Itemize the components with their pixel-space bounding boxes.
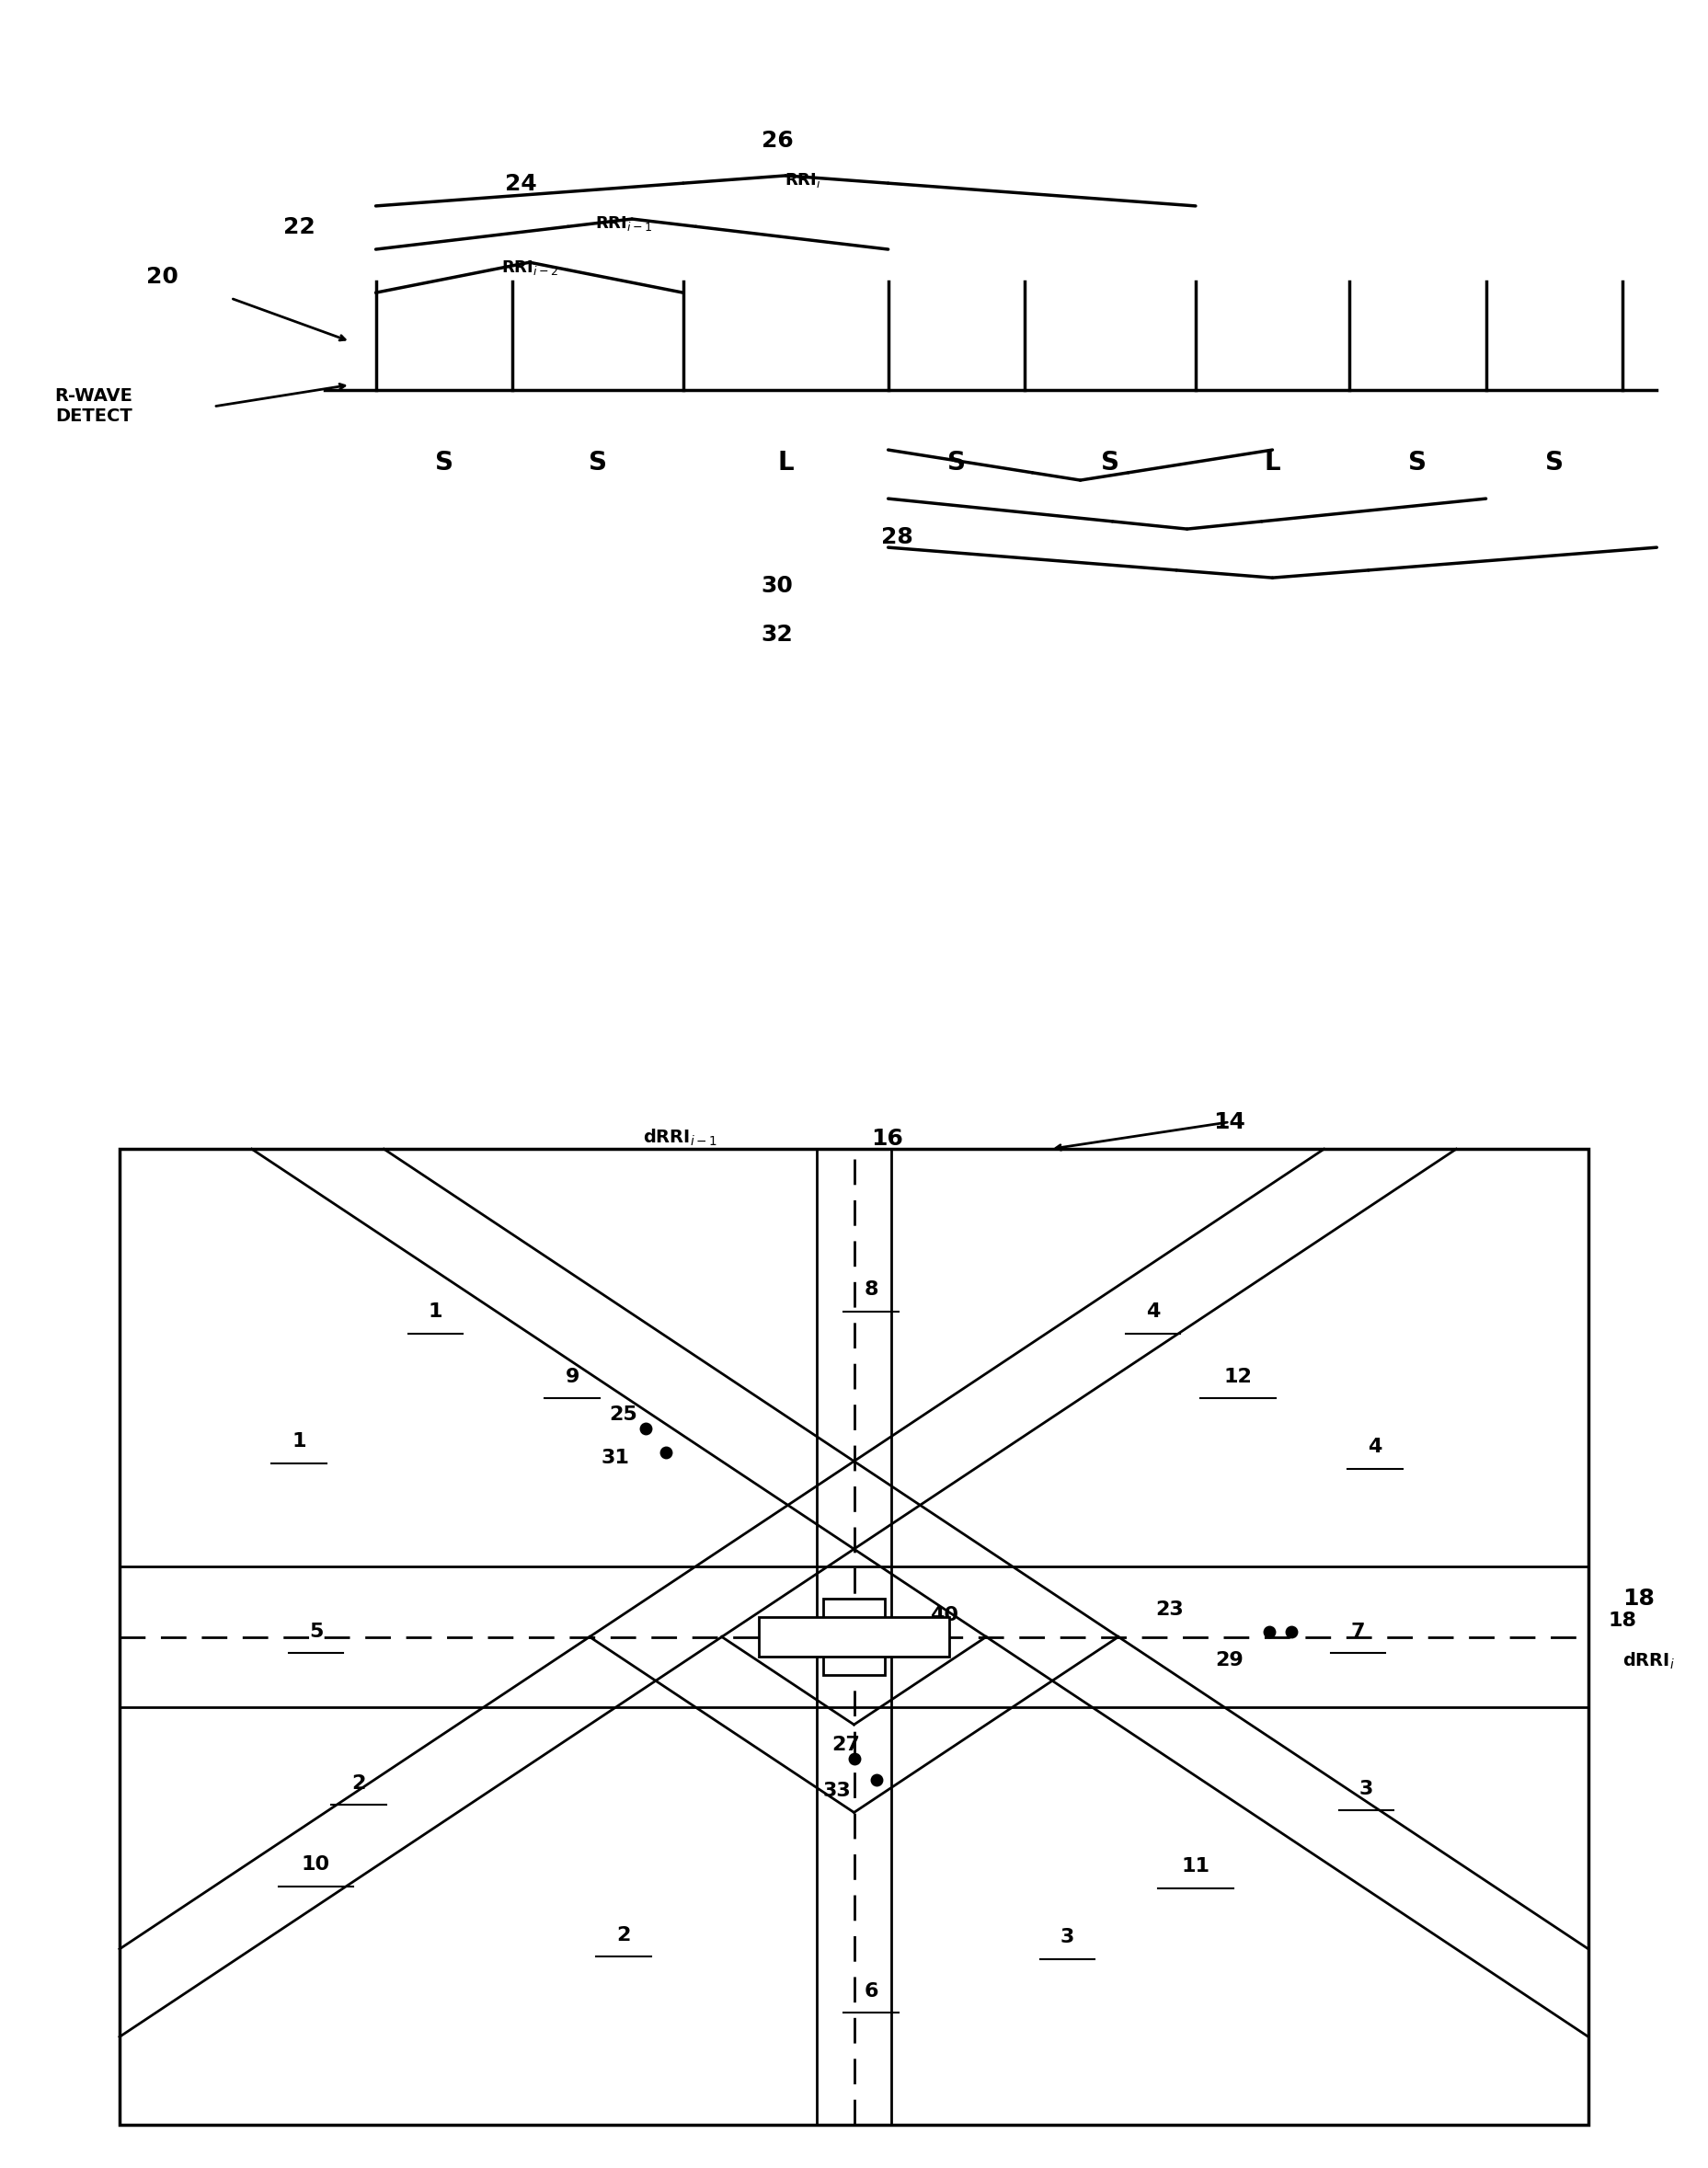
Text: S: S (589, 451, 606, 475)
Text: 9: 9 (565, 1368, 579, 1385)
Text: S: S (948, 451, 965, 475)
Text: 27: 27 (832, 1737, 859, 1754)
Text: 7: 7 (1351, 1622, 1365, 1641)
Text: 10: 10 (302, 1856, 330, 1873)
Text: 29: 29 (1216, 1652, 1243, 1669)
Text: 18: 18 (1609, 1611, 1636, 1630)
Text: 30: 30 (762, 575, 793, 596)
Text: 22: 22 (284, 217, 314, 238)
Bar (823, 1600, 885, 1674)
Text: 18: 18 (1623, 1587, 1655, 1609)
Text: S: S (436, 451, 453, 475)
Text: 3: 3 (1061, 1927, 1074, 1947)
Text: 0: 0 (816, 1622, 830, 1641)
Text: RRI$_{i-2}$: RRI$_{i-2}$ (500, 258, 559, 275)
Text: S: S (1409, 451, 1426, 475)
Text: 4: 4 (1146, 1303, 1160, 1320)
Text: 4: 4 (1368, 1437, 1382, 1457)
Text: RRI$_{i}$: RRI$_{i}$ (784, 171, 822, 191)
Text: dRRI$_{i}$: dRRI$_{i}$ (1623, 1650, 1676, 1672)
Text: RRI$_{i-1}$: RRI$_{i-1}$ (594, 215, 652, 234)
Text: S: S (1546, 451, 1563, 475)
Text: 20: 20 (147, 264, 178, 288)
Text: 24: 24 (506, 173, 536, 195)
Text: 31: 31 (601, 1448, 629, 1468)
Text: 11: 11 (1182, 1858, 1209, 1875)
Text: S: S (1102, 451, 1119, 475)
Text: 2: 2 (352, 1773, 366, 1793)
Text: R-WAVE
DETECT: R-WAVE DETECT (55, 388, 133, 425)
Text: L: L (1264, 451, 1281, 475)
Text: 25: 25 (610, 1405, 637, 1424)
Text: 26: 26 (762, 130, 793, 152)
Text: 33: 33 (823, 1782, 851, 1799)
Text: 1: 1 (292, 1433, 306, 1450)
Text: 32: 32 (762, 624, 793, 646)
Text: dRRI$_{i-1}$: dRRI$_{i-1}$ (642, 1127, 717, 1147)
Text: 6: 6 (864, 1982, 878, 2001)
Text: 5: 5 (309, 1622, 323, 1641)
Text: 2: 2 (617, 1925, 630, 1945)
Text: 16: 16 (871, 1127, 904, 1149)
Text: 28: 28 (881, 527, 912, 549)
Text: 3: 3 (1360, 1780, 1373, 1797)
Bar (120, 1149, 1588, 2125)
Bar (758, 1617, 950, 1656)
Text: 14: 14 (1214, 1112, 1245, 1134)
Text: 40: 40 (931, 1606, 958, 1624)
Text: 8: 8 (864, 1281, 878, 1299)
Text: 12: 12 (1225, 1368, 1252, 1385)
Text: 1: 1 (429, 1303, 442, 1320)
Text: 23: 23 (1156, 1600, 1184, 1619)
Text: L: L (777, 451, 794, 475)
